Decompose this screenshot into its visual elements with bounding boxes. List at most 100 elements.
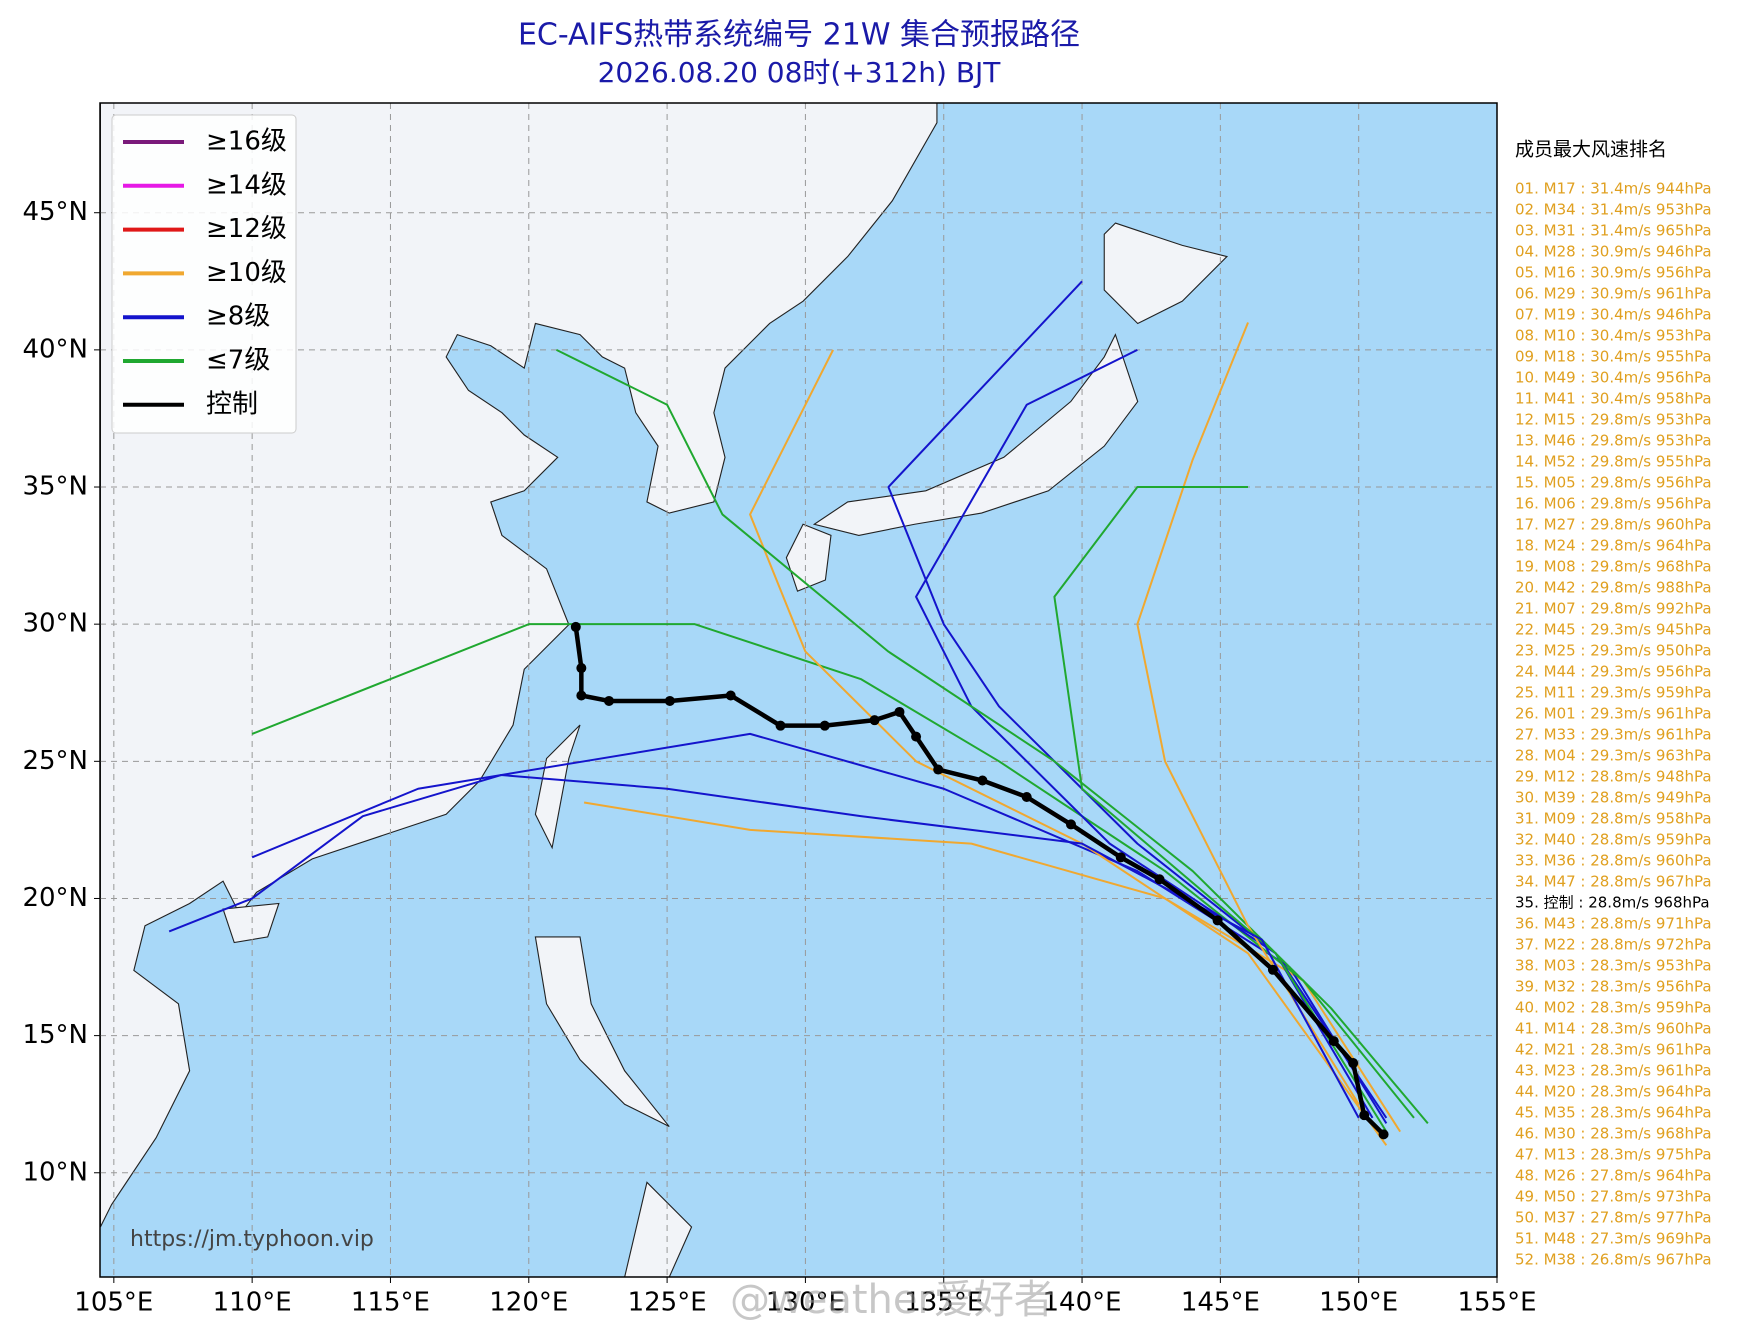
ranking-item: 39. M32 : 28.3m/s 956hPa [1515, 978, 1712, 996]
control-point [1212, 915, 1223, 926]
control-point [570, 621, 581, 632]
ranking-item: 47. M13 : 28.3m/s 975hPa [1515, 1146, 1712, 1164]
legend-label: ≥14级 [206, 170, 287, 200]
control-point [1328, 1036, 1339, 1047]
x-tick-label: 125°E [628, 1288, 707, 1318]
ranking-item: 13. M46 : 29.8m/s 953hPa [1515, 432, 1712, 450]
ranking-item: 18. M24 : 29.8m/s 964hPa [1515, 537, 1712, 555]
ranking-item: 19. M08 : 29.8m/s 968hPa [1515, 558, 1712, 576]
control-point [1065, 819, 1076, 830]
axes: 105°E 110°E 115°E 120°E 125°E 130°E 135°E 140°E… [22, 197, 1536, 1317]
control-point [604, 695, 615, 706]
hainan [222, 902, 280, 944]
tracks [168, 280, 1429, 1146]
ranking-item: 09. M18 : 30.4m/s 955hPa [1515, 348, 1712, 366]
ranking: 成员最大风速排名 01. M17 : 31.4m/s 944hPa 02. M34 … [1515, 139, 1712, 1269]
hokkaido [1103, 222, 1229, 325]
y-tick-label: 10°N [22, 1157, 88, 1187]
control-point [1359, 1110, 1370, 1121]
ranking-item: 14. M52 : 29.8m/s 955hPa [1515, 453, 1712, 471]
legend-label: 控制 [206, 389, 258, 419]
ranking-item: 46. M30 : 28.3m/s 968hPa [1515, 1125, 1712, 1143]
ranking-item: 48. M26 : 27.8m/s 964hPa [1515, 1167, 1712, 1185]
ranking-item: 27. M33 : 29.3m/s 961hPa [1515, 726, 1712, 744]
control-point [1154, 874, 1165, 885]
y-tick-label: 40°N [22, 334, 88, 364]
ranking-item: 06. M29 : 30.9m/s 961hPa [1515, 285, 1712, 303]
x-tick-label: 150°E [1319, 1288, 1398, 1318]
ranking-item: 24. M44 : 29.3m/s 956hPa [1515, 663, 1712, 681]
ranking-item: 22. M45 : 29.3m/s 945hPa [1515, 621, 1712, 639]
mainland [100, 103, 938, 1228]
ranking-item: 41. M14 : 28.3m/s 960hPa [1515, 1020, 1712, 1038]
ensemble-track [583, 801, 1402, 1133]
control-point [1348, 1058, 1359, 1069]
control-point [977, 775, 988, 786]
ranking-item: 31. M09 : 28.8m/s 958hPa [1515, 810, 1712, 828]
watermark: https://jm.typhoon.vip [130, 1227, 374, 1252]
control-point [1115, 852, 1126, 863]
control-point [664, 695, 675, 706]
ranking-item: 26. M01 : 29.3m/s 961hPa [1515, 705, 1712, 723]
ranking-item: 30. M39 : 28.8m/s 949hPa [1515, 789, 1712, 807]
x-tick-label: 155°E [1457, 1288, 1536, 1318]
control-point [819, 720, 830, 731]
legend-box [111, 114, 297, 434]
ensemble-track [1136, 322, 1360, 1105]
map-frame [99, 102, 1498, 1278]
kyushu [785, 523, 832, 592]
ranking-item: 34. M47 : 28.8m/s 967hPa [1515, 873, 1712, 891]
control-point [725, 690, 736, 701]
control-point [911, 731, 922, 742]
map: https://jm.typhoon.vip [100, 103, 1497, 1277]
y-tick-label: 20°N [22, 883, 88, 913]
ranking-item: 38. M03 : 28.3m/s 953hPa [1515, 957, 1712, 975]
ranking-item: 12. M15 : 29.8m/s 953hPa [1515, 411, 1712, 429]
y-tick-label: 15°N [22, 1020, 88, 1050]
ranking-item: 07. M19 : 30.4m/s 946hPa [1515, 306, 1712, 324]
legend-label: ≥12级 [206, 214, 287, 244]
ranking-item: 42. M21 : 28.3m/s 961hPa [1515, 1041, 1712, 1059]
x-tick-label: 115°E [351, 1288, 430, 1318]
legend-label: ≥10级 [206, 258, 287, 288]
luzon [534, 936, 670, 1128]
y-tick-label: 45°N [22, 197, 88, 227]
ranking-item: 01. M17 : 31.4m/s 944hPa [1515, 180, 1712, 198]
land [100, 103, 1229, 1277]
x-tick-label: 135°E [904, 1288, 983, 1318]
ranking-item: 33. M36 : 28.8m/s 960hPa [1515, 852, 1712, 870]
x-tick-label: 110°E [213, 1288, 292, 1318]
ensemble-track [556, 348, 1429, 1125]
mindanao [624, 1181, 693, 1277]
control-point [869, 715, 880, 726]
ranking-item: 28. M04 : 29.3m/s 963hPa [1515, 747, 1712, 765]
x-tick-label: 105°E [74, 1288, 153, 1318]
ranking-item: 02. M34 : 31.4m/s 953hPa [1515, 201, 1712, 219]
ranking-item: 20. M42 : 29.8m/s 988hPa [1515, 579, 1712, 597]
control-point [576, 663, 587, 674]
x-tick-label: 145°E [1181, 1288, 1260, 1318]
ranking-item: 21. M07 : 29.8m/s 992hPa [1515, 600, 1712, 618]
ranking-item: 29. M12 : 28.8m/s 948hPa [1515, 768, 1712, 786]
ranking-item: 16. M06 : 29.8m/s 956hPa [1515, 495, 1712, 513]
ranking-item: 51. M48 : 27.3m/s 969hPa [1515, 1230, 1712, 1248]
overlay-watermark: @weather爱好者 [730, 1277, 1054, 1323]
ranking-item: 44. M20 : 28.3m/s 964hPa [1515, 1083, 1712, 1101]
y-tick-label: 35°N [22, 472, 88, 502]
chart-subtitle: 2026.08.20 08时(+312h) BJT [598, 56, 1002, 89]
control-point [775, 720, 786, 731]
x-tick-label: 130°E [766, 1288, 845, 1318]
ranking-item: 37. M22 : 28.8m/s 972hPa [1515, 936, 1712, 954]
ranking-title: 成员最大风速排名 [1515, 139, 1667, 161]
ranking-item: 32. M40 : 28.8m/s 959hPa [1515, 831, 1712, 849]
control-point [1267, 964, 1278, 975]
taiwan [534, 724, 581, 850]
x-tick-label: 140°E [1043, 1288, 1122, 1318]
ranking-item: 43. M23 : 28.3m/s 961hPa [1515, 1062, 1712, 1080]
ranking-item: 10. M49 : 30.4m/s 956hPa [1515, 369, 1712, 387]
legend-label: ≥8级 [206, 302, 270, 332]
control-point [933, 764, 944, 775]
ranking-item: 04. M28 : 30.9m/s 946hPa [1515, 243, 1712, 261]
